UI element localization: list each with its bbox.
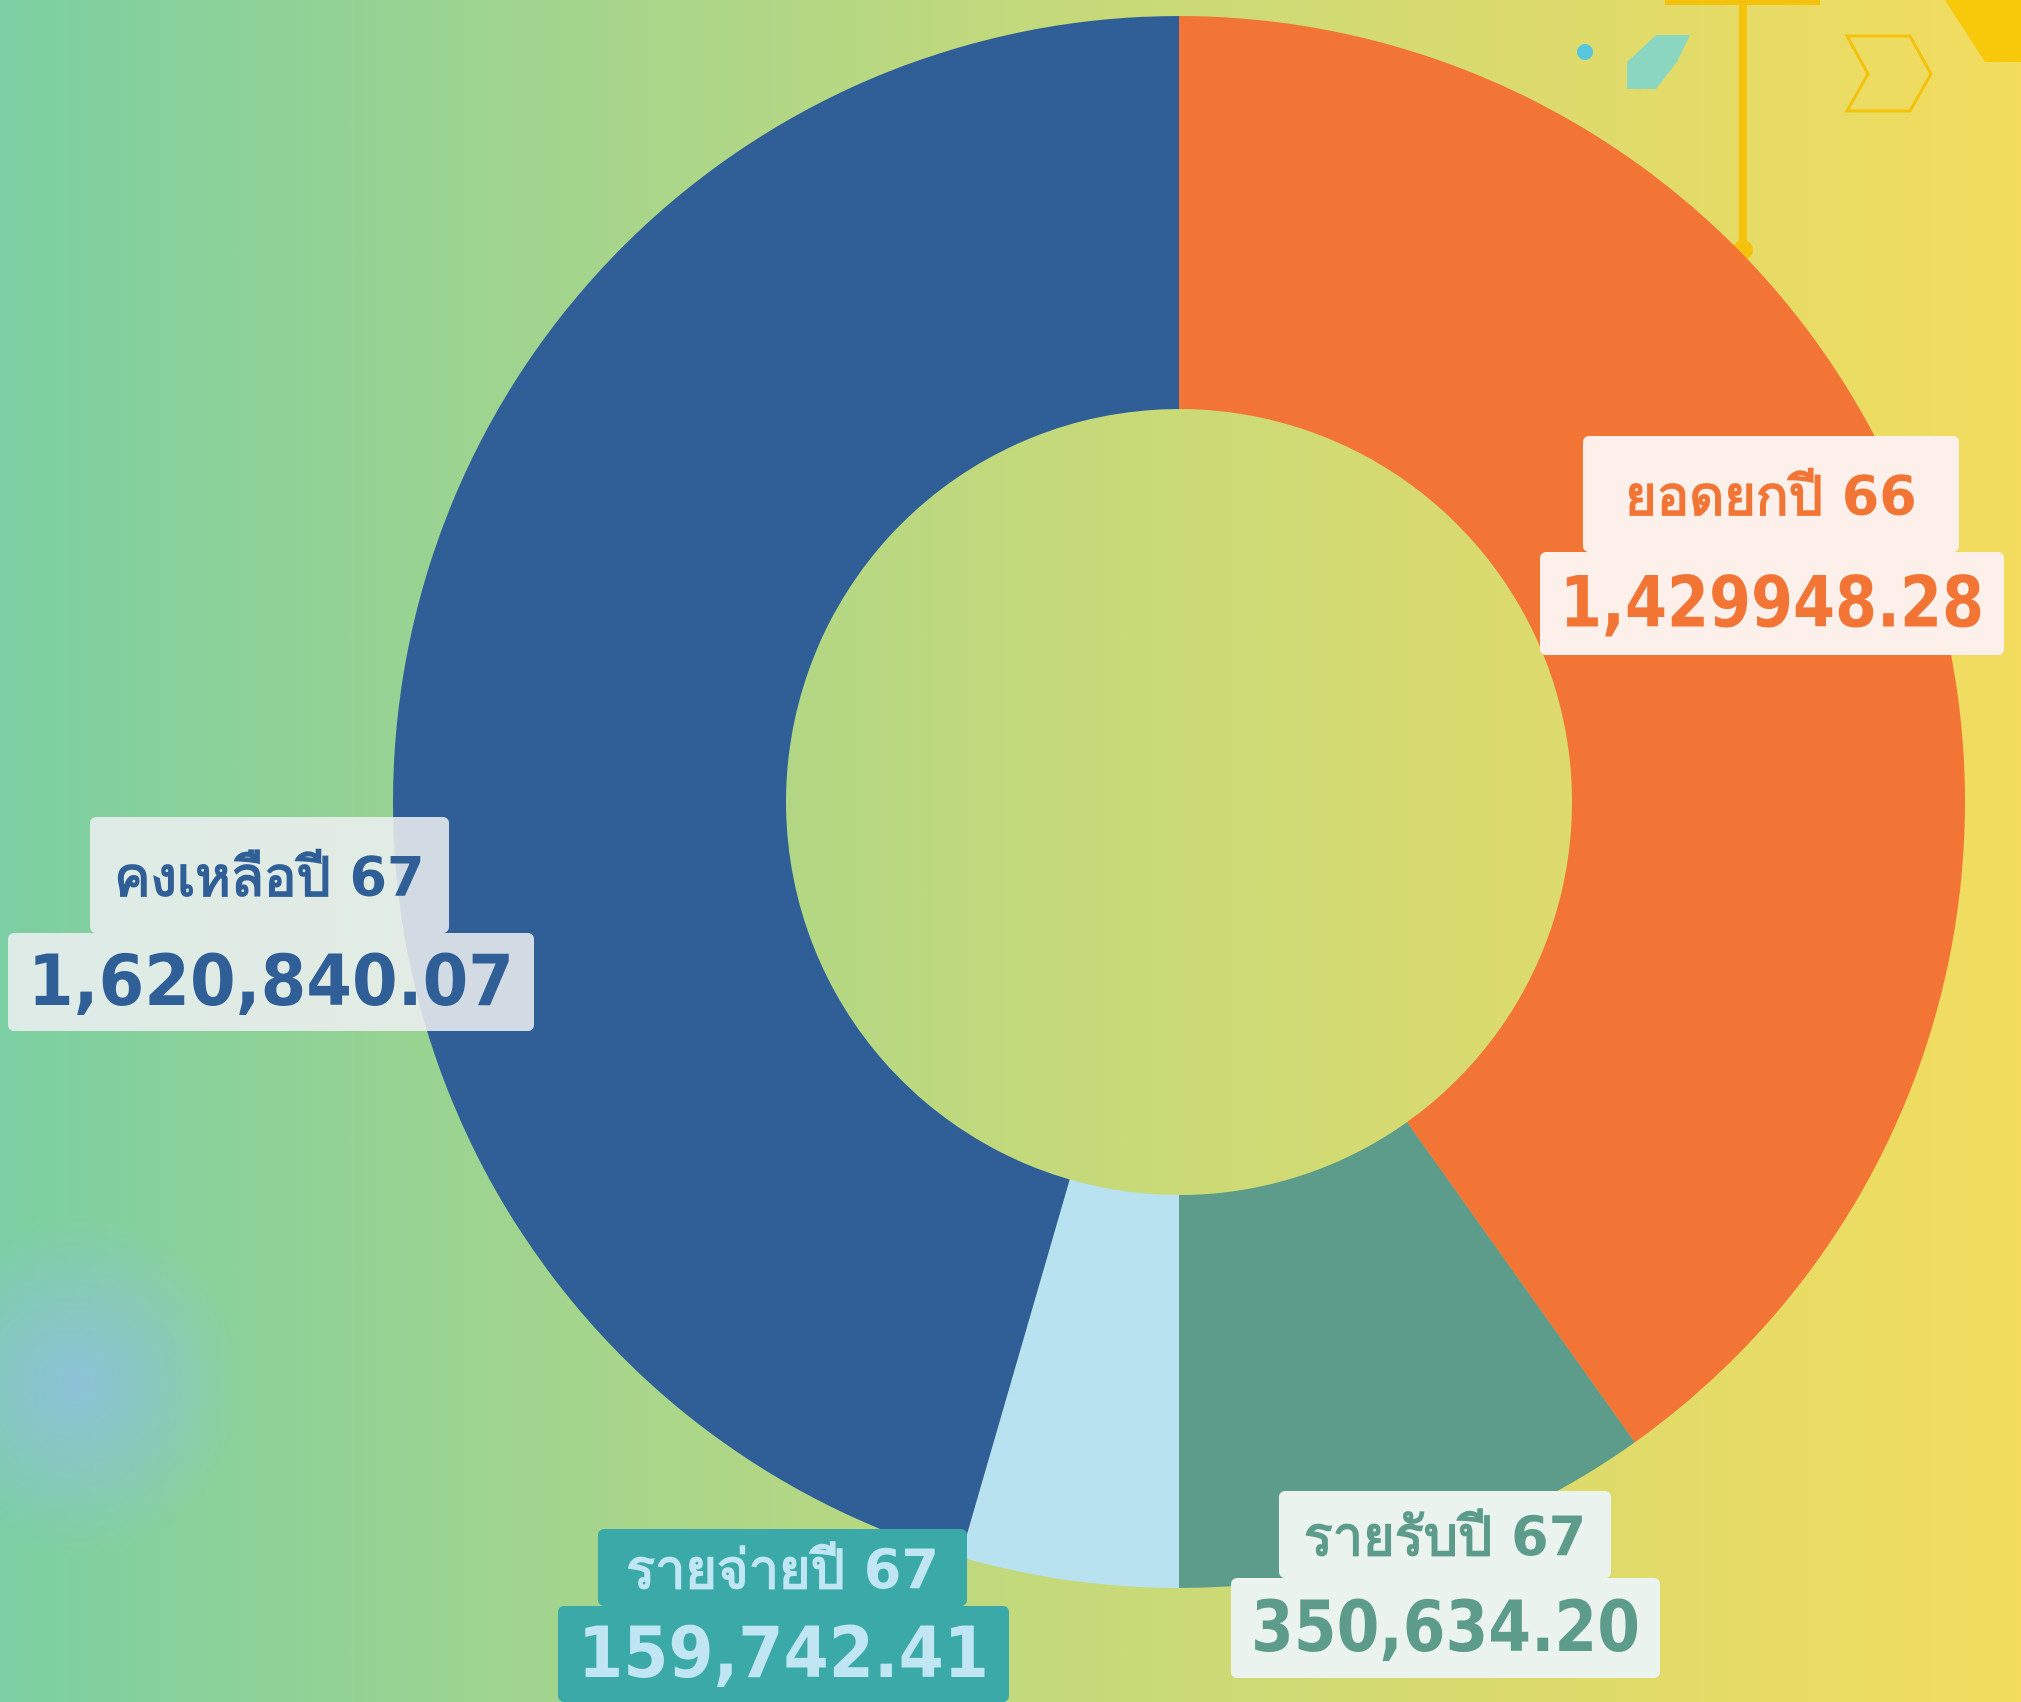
slice-label: รายจ่ายปี 67 (626, 1538, 939, 1601)
value-label: 350,634.20 (1251, 1586, 1640, 1668)
slice-label: ยอดยกปี 66 (1625, 465, 1917, 528)
chart: ยอดยกปี 66 1,429948.28 รายรับปี 67 350,634.… (0, 0, 2021, 1702)
value-label: 1,429948.28 (1560, 562, 1984, 644)
slice-label: คงเหลือปี 67 (114, 846, 424, 909)
slice-label: รายรับปี 67 (1304, 1505, 1586, 1568)
value-label: 1,620,840.07 (28, 940, 514, 1022)
page: ยอดยกปี 66 1,429948.28 รายรับปี 67 350,634.… (0, 0, 2021, 1702)
value-label: 159,742.41 (578, 1612, 989, 1694)
